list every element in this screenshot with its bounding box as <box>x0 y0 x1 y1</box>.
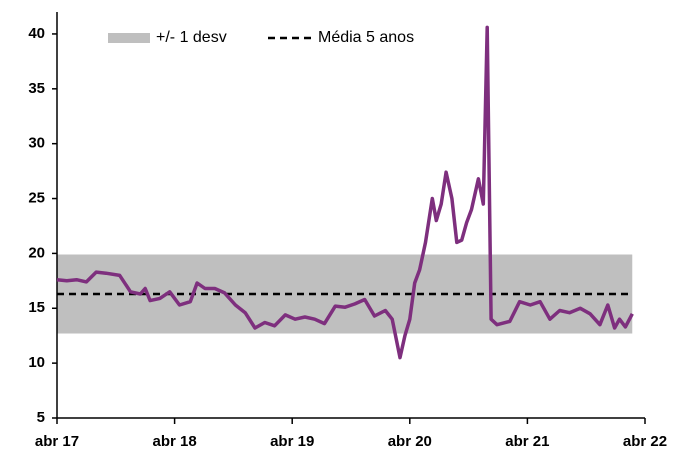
legend-mean-label: Média 5 anos <box>318 29 414 46</box>
y-tick-label: 10 <box>28 354 45 371</box>
y-tick-label: 15 <box>28 299 45 316</box>
x-tick-label: abr 17 <box>35 433 79 450</box>
x-tick-label: abr 21 <box>505 433 549 450</box>
y-tick-label: 35 <box>28 80 45 97</box>
y-tick-label: 5 <box>37 409 45 426</box>
y-tick-label: 20 <box>28 244 45 261</box>
x-tick-label: abr 20 <box>388 433 432 450</box>
x-tick-label: abr 19 <box>270 433 314 450</box>
legend-band-swatch <box>108 33 150 43</box>
legend-band-label: +/- 1 desv <box>156 29 227 46</box>
x-tick-label: abr 22 <box>623 433 667 450</box>
y-tick-label: 40 <box>28 25 45 42</box>
x-tick-label: abr 18 <box>152 433 196 450</box>
std-band <box>57 254 633 334</box>
y-tick-label: 25 <box>28 190 45 207</box>
data-line <box>56 25 634 360</box>
y-tick-label: 30 <box>28 135 45 152</box>
